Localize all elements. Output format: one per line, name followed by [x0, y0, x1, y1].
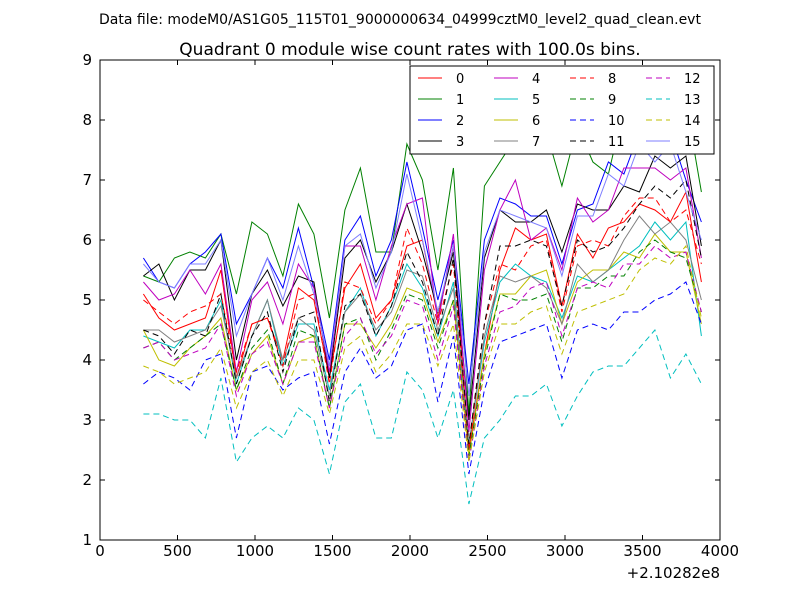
- y-tick-label: 3: [82, 411, 92, 429]
- y-tick-label: 4: [82, 351, 92, 369]
- series-line-9: [143, 239, 702, 457]
- y-tick-label: 6: [82, 231, 92, 249]
- series-line-13: [143, 328, 702, 505]
- legend-label-7: 7: [532, 135, 540, 150]
- series-line-2: [142, 130, 702, 385]
- x-tick-label: 4000: [701, 542, 739, 560]
- legend-label-12: 12: [684, 72, 701, 87]
- legend-label-13: 13: [684, 93, 701, 108]
- x-tick-label: 2500: [468, 542, 506, 560]
- axis-ticks: 0 500 1000 1500 2000 2500 3000 3500 400012345678…: [82, 51, 739, 560]
- y-tick-label: 5: [82, 291, 92, 309]
- legend-label-0: 0: [456, 72, 464, 87]
- x-tick-label: 3500: [623, 542, 661, 560]
- legend-label-5: 5: [532, 93, 540, 108]
- legend-label-6: 6: [532, 114, 540, 129]
- legend-label-15: 15: [684, 135, 701, 150]
- series-line-7: [143, 215, 702, 445]
- series-line-10: [143, 281, 702, 475]
- y-tick-label: 2: [82, 471, 92, 489]
- legend-label-9: 9: [608, 93, 616, 108]
- series-line-8: [143, 197, 702, 451]
- data-file-label: Data file: modeM0/AS1G05_115T01_90000006…: [99, 12, 701, 28]
- chart-title: Quadrant 0 module wise count rates with …: [179, 40, 640, 60]
- series-line-0: [142, 190, 702, 451]
- legend-label-3: 3: [456, 135, 464, 150]
- legend-label-1: 1: [456, 93, 464, 108]
- x-tick-label: 0: [95, 542, 105, 560]
- series-line-11: [143, 178, 702, 445]
- x-tick-label: 1000: [236, 542, 274, 560]
- x-offset-label: +2.10282e8: [627, 564, 720, 582]
- x-tick-label: 1500: [313, 542, 351, 560]
- legend-label-14: 14: [684, 114, 701, 129]
- series-line-15: [143, 142, 702, 397]
- legend-label-11: 11: [608, 135, 625, 150]
- legend-label-8: 8: [608, 72, 616, 87]
- series-layer: [142, 89, 702, 505]
- legend-label-2: 2: [456, 114, 464, 129]
- y-tick-label: 9: [82, 51, 92, 69]
- legend-label-4: 4: [532, 72, 540, 87]
- y-tick-label: 8: [82, 111, 92, 129]
- legend-label-10: 10: [608, 114, 625, 129]
- legend-box: [409, 65, 715, 155]
- series-line-12: [143, 245, 702, 463]
- x-tick-label: 500: [163, 542, 192, 560]
- series-line-14: [143, 244, 702, 463]
- x-tick-label: 3000: [546, 542, 584, 560]
- x-tick-label: 2000: [391, 542, 429, 560]
- y-tick-label: 1: [82, 531, 92, 549]
- y-tick-label: 7: [82, 171, 92, 189]
